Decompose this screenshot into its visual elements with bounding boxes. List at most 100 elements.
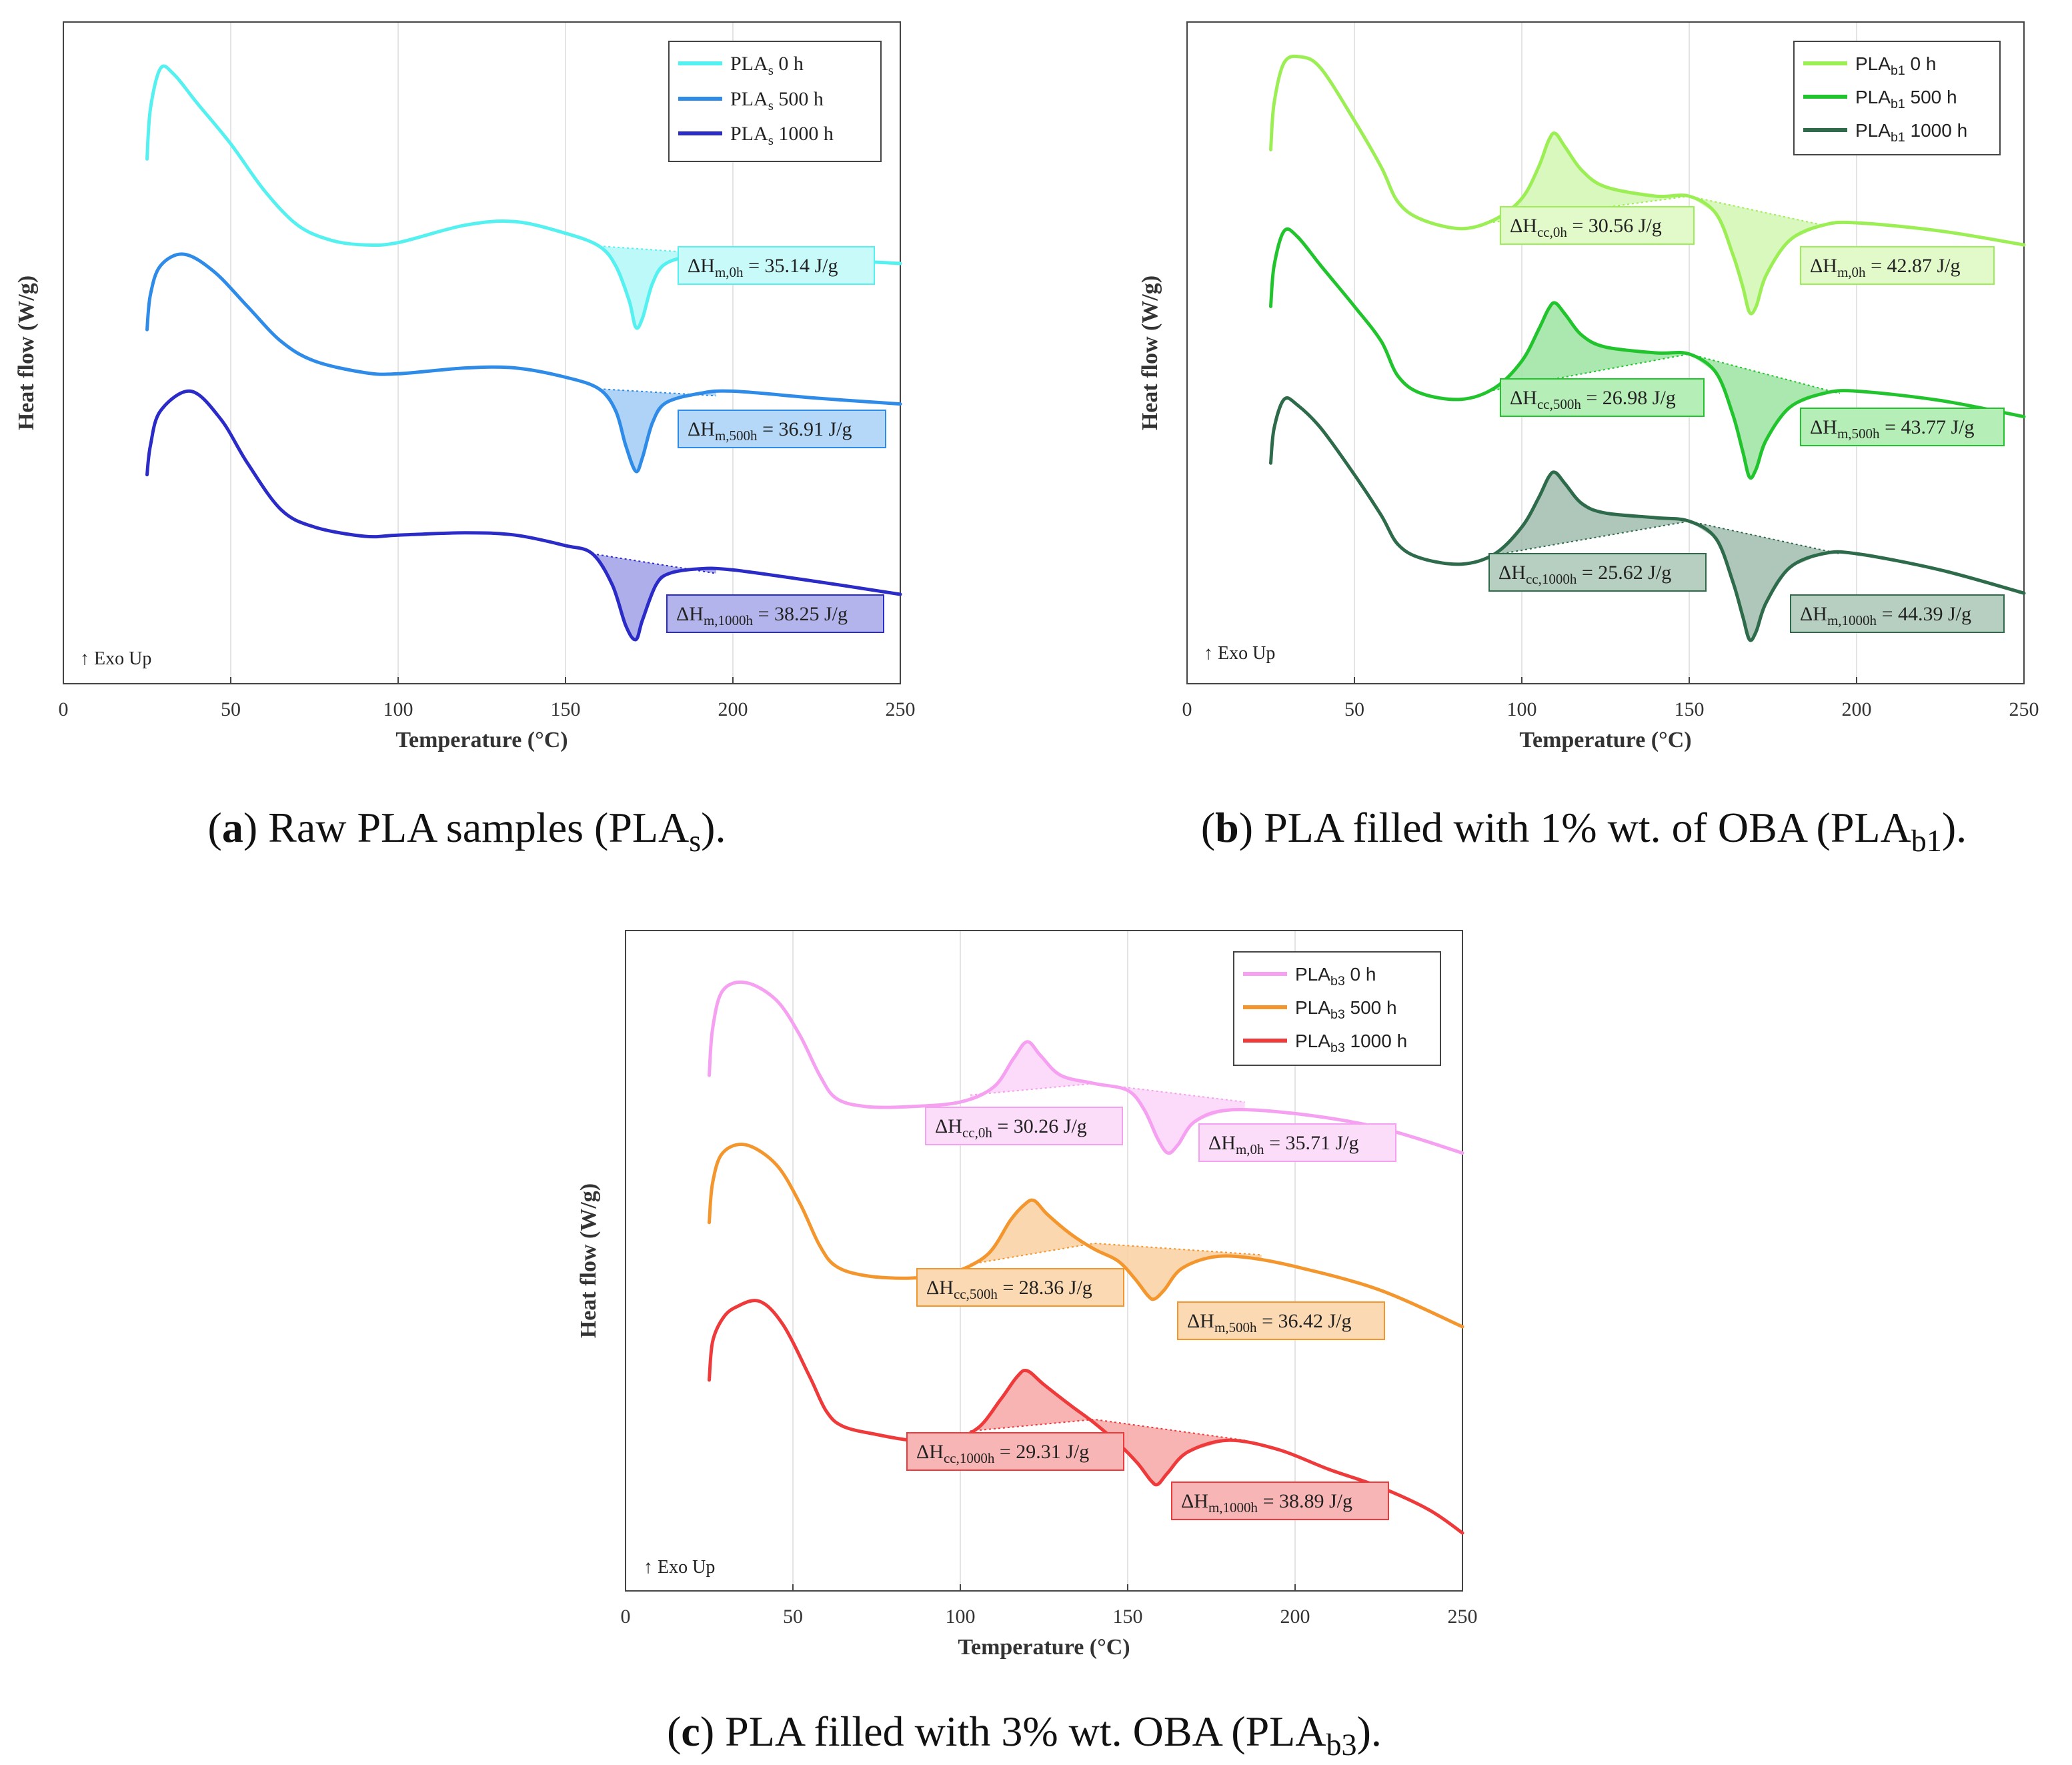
annotation-text-rest: = 30.26 J/g [992,1115,1087,1137]
annotation-box [1500,206,1695,245]
annotation-text-sub: cc,0h [962,1125,992,1141]
integration-area [1488,133,1823,313]
series-line [145,389,902,642]
legend-entry-1-sub: s [768,97,774,113]
x-tick-label: 0 [1182,698,1192,720]
annotation-text: ΔHm,0h = 35.71 J/g [1208,1132,1359,1157]
panel-a: 0 50 100 150 200 250 Temperature (°C) Heat flow… [14,21,916,858]
annotation-text: ΔHcc,500h = 26.98 J/g [1510,387,1676,412]
annotation-box [925,1107,1123,1145]
annotation-0: ΔHm,0h = 35.14 J/g [678,246,875,285]
legend-entry-0-rest: 0 h [774,53,804,75]
caption-text: PLA filled with 1% wt. of OBA (PLA [1264,804,1911,851]
legend-entry-1-rest: 500 h [1905,87,1957,107]
legend-entry-0-base: PLA [730,53,768,75]
series-1 [1269,227,2026,480]
annotation-text-rest: = 35.71 J/g [1264,1132,1359,1154]
exo-up-note: ↑ Exo Up [1204,643,1275,664]
plot-area [625,930,1463,1592]
annotation-text: ΔHm,1000h = 38.89 J/g [1181,1490,1352,1516]
annotation-text-rest: = 43.77 J/g [1880,416,1975,438]
annotation-text-base: ΔH [1800,603,1827,625]
annotation-text-sub: m,0h [1236,1141,1264,1157]
legend-entry-0-sub: b1 [1891,63,1905,78]
annotation-box [666,594,884,633]
annotation-text-rest: = 35.14 J/g [744,255,838,277]
caption-close: ) [1239,804,1264,851]
annotation-box [906,1432,1124,1471]
annotation-text-rest: = 29.31 J/g [994,1441,1089,1463]
x-tick-label: 0 [59,698,69,720]
integration-area [1488,472,1840,640]
annotation-box [1800,408,2005,446]
x-tick-label: 200 [1280,1606,1310,1628]
annotation-box [1488,553,1707,592]
x-axis-label: Temperature (°C) [958,1635,1130,1660]
integration-area [970,1371,1245,1485]
integration-area [970,1041,1245,1153]
annotation-2: ΔHm,1000h = 38.25 J/g [666,594,884,633]
caption-end: ). [701,804,726,851]
annotation-4: ΔHcc,1000h = 25.62 J/g [1488,553,1707,592]
annotation-box [1171,1482,1389,1520]
caption-open: ( [667,1708,681,1755]
baseline-line [970,1083,1245,1103]
x-tick-label: 200 [718,698,748,720]
annotation-text: ΔHcc,500h = 28.36 J/g [926,1277,1092,1302]
caption-letter: b [1215,804,1239,851]
annotation-text-base: ΔH [1181,1490,1208,1512]
legend-entry-2-rest: 1000 h [774,123,834,145]
legend-box [1793,41,2001,155]
caption: (c) PLA filled with 3% wt. OBA (PLAb3). [667,1708,1382,1762]
x-tick-label: 200 [1842,698,1872,720]
annotation-text-sub: m,500h [1214,1319,1257,1335]
annotation-box [1198,1123,1396,1162]
annotation-text-rest: = 38.89 J/g [1258,1490,1352,1512]
annotation-text-base: ΔH [676,603,704,625]
series-1 [145,252,902,474]
annotation-3: ΔHm,500h = 36.42 J/g [1177,1301,1385,1340]
series-2 [708,1299,1464,1535]
series-0 [708,980,1464,1155]
caption-sub: b1 [1911,824,1942,858]
x-tick-label: 250 [1448,1606,1478,1628]
annotation-text: ΔHcc,0h = 30.56 J/g [1510,215,1662,240]
annotation-box [916,1268,1124,1307]
annotation-text: ΔHm,0h = 35.14 J/g [688,255,838,280]
annotation-text-base: ΔH [1810,416,1837,438]
annotation-text-rest: = 26.98 J/g [1581,387,1676,409]
legend-entry-1: PLAs 500 h [730,88,824,113]
y-axis-label: Heat flow (W/g) [14,275,39,430]
series-line [708,1299,1464,1535]
plot-area [1186,21,2025,684]
annotation-5: ΔHm,1000h = 38.89 J/g [1171,1482,1389,1520]
series-1 [708,1143,1464,1329]
y-axis-label: Heat flow (W/g) [576,1183,601,1338]
caption-letter: c [681,1708,700,1755]
legend-entry-0: PLAb1 0 h [1855,53,1936,78]
annotation-box [1177,1301,1385,1340]
annotation-text-sub: m,1000h [704,612,754,628]
annotation-box [678,410,886,448]
annotation-text: ΔHm,0h = 42.87 J/g [1810,255,1961,280]
caption-letter: a [222,804,243,851]
legend-entry-1-sub: b3 [1330,1007,1345,1022]
annotation-text-sub: m,1000h [1208,1500,1258,1516]
annotation-text: ΔHm,1000h = 44.39 J/g [1800,603,1971,628]
annotation-text-sub: cc,0h [1537,224,1567,240]
legend-entry-2-base: PLA [730,123,768,145]
annotation-text-rest: = 36.42 J/g [1257,1310,1352,1332]
annotation-text-rest: = 42.87 J/g [1866,255,1961,277]
x-tick-label: 150 [1113,1606,1143,1628]
annotation-box [1790,594,2005,633]
annotation-text-sub: m,0h [1837,264,1866,280]
caption-text: Raw PLA samples (PLA [268,804,689,851]
annotation-text-rest: = 30.56 J/g [1567,215,1662,237]
x-tick-label: 100 [383,698,413,720]
annotation-text: ΔHm,500h = 43.77 J/g [1810,416,1975,442]
legend-entry-2-rest: 1000 h [1905,120,1967,141]
annotation-box [1500,378,1705,417]
annotation-text: ΔHm,500h = 36.91 J/g [688,418,852,444]
